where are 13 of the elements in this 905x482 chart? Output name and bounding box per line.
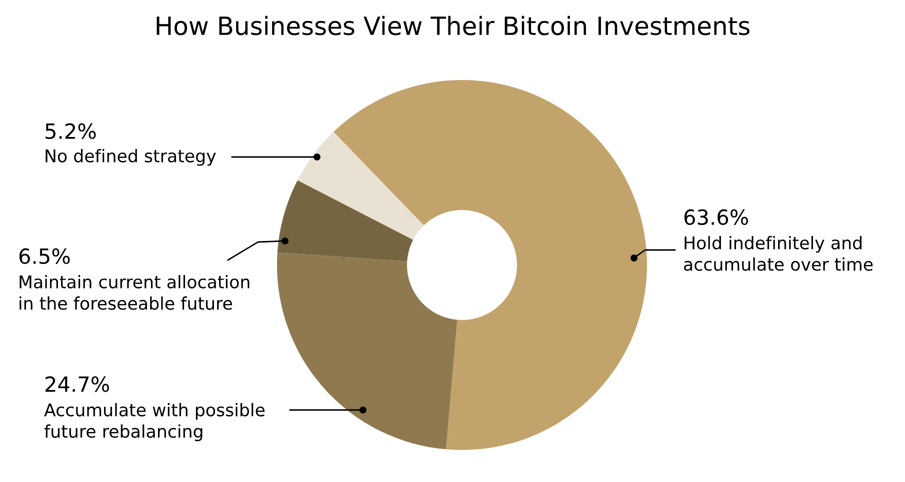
slice-label: Hold indefinitely and accumulate over time xyxy=(684,236,873,271)
data-label: 6.5% xyxy=(19,248,70,264)
donut-slice xyxy=(298,132,424,240)
data-label: 5.2% xyxy=(46,123,96,140)
data-label: 24.7% xyxy=(46,376,110,392)
slice-label: Maintain current allocation in the foreseeable future xyxy=(20,275,250,310)
data-label: 63.6% xyxy=(684,209,748,226)
donut-slice xyxy=(277,180,414,262)
slice-label: Accumulate with possible future rebalancing xyxy=(44,403,265,442)
slice-label: No defined strategy xyxy=(46,149,216,166)
donut-slice xyxy=(277,252,458,450)
donut-slice xyxy=(333,80,647,450)
chart-title: How Businesses View Their Bitcoin Investments xyxy=(156,16,750,36)
